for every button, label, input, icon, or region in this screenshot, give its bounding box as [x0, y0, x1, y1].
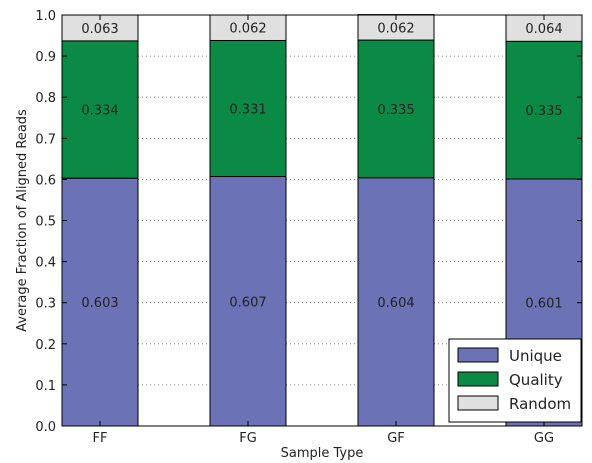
y-tick-label: 0.3: [35, 297, 56, 312]
bar-value-label: 0.062: [229, 22, 266, 37]
bar-quality-gf: [357, 39, 435, 179]
x-tick-label: FF: [93, 431, 108, 446]
bar-unique-fg: [209, 176, 287, 427]
bar-value-label: 0.331: [229, 103, 266, 118]
legend-swatch-unique: [457, 347, 499, 363]
bar-value-label: 0.334: [81, 104, 118, 119]
bar-value-label: 0.335: [525, 104, 562, 119]
bar-random-fg: [209, 14, 287, 41]
legend-swatch-quality: [457, 371, 499, 387]
bar-value-label: 0.063: [81, 22, 118, 37]
bar-value-label: 0.604: [377, 296, 414, 311]
bar-unique-ff: [61, 177, 139, 427]
legend-label-unique: Unique: [509, 347, 562, 365]
legend-label-random: Random: [509, 395, 571, 413]
y-tick-label: 0.1: [35, 379, 56, 394]
bar-value-label: 0.601: [525, 296, 562, 311]
bar-labels: 0.603 0.334 0.063 0.607 0.331 0.062 0.604 0.335…: [81, 21, 562, 311]
x-axis-ticks: FF FG GF GG: [93, 15, 554, 446]
y-axis-title: Average Fraction of Aligned Reads: [15, 109, 30, 332]
y-tick-label: 0.5: [35, 215, 56, 230]
bar-value-label: 0.607: [229, 295, 266, 310]
grid-lines: [62, 55, 582, 386]
legend: Unique Quality Random: [448, 338, 582, 423]
bar-value-label: 0.603: [81, 296, 118, 311]
y-tick-label: 0.2: [35, 338, 56, 353]
y-axis-ticks: 0.0 0.1 0.2 0.3 0.4 0.5 0.6 0.7 0.8 0.9 1.0: [35, 9, 582, 435]
y-tick-label: 1.0: [35, 9, 56, 24]
x-tick-label: GF: [387, 431, 405, 446]
legend-label-quality: Quality: [509, 371, 563, 389]
bar-value-label: 0.064: [525, 22, 562, 37]
y-tick-label: 0.8: [35, 91, 56, 106]
x-tick-label: GG: [534, 431, 554, 446]
bar-unique-gf: [357, 177, 435, 427]
y-tick-label: 0.0: [35, 420, 56, 435]
x-tick-label: FG: [239, 431, 257, 446]
y-tick-label: 0.7: [35, 132, 56, 147]
y-tick-label: 0.4: [35, 256, 56, 271]
bar-value-label: 0.062: [377, 21, 414, 36]
x-axis-title: Sample Type: [281, 446, 364, 461]
bar-quality-fg: [209, 39, 287, 178]
legend-swatch-random: [457, 395, 499, 411]
y-tick-label: 0.6: [35, 173, 56, 188]
bar-value-label: 0.335: [377, 103, 414, 118]
bar-quality-gg: [505, 40, 583, 180]
y-tick-label: 0.9: [35, 50, 56, 65]
